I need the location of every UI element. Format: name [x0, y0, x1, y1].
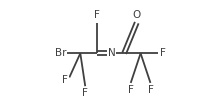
Text: N: N	[108, 48, 115, 58]
Text: O: O	[133, 10, 141, 20]
Text: F: F	[62, 75, 68, 85]
Text: F: F	[82, 88, 88, 98]
Text: Br: Br	[55, 48, 66, 58]
Text: F: F	[160, 48, 166, 58]
Text: F: F	[128, 85, 134, 95]
Text: F: F	[148, 85, 153, 95]
Text: F: F	[94, 10, 100, 20]
